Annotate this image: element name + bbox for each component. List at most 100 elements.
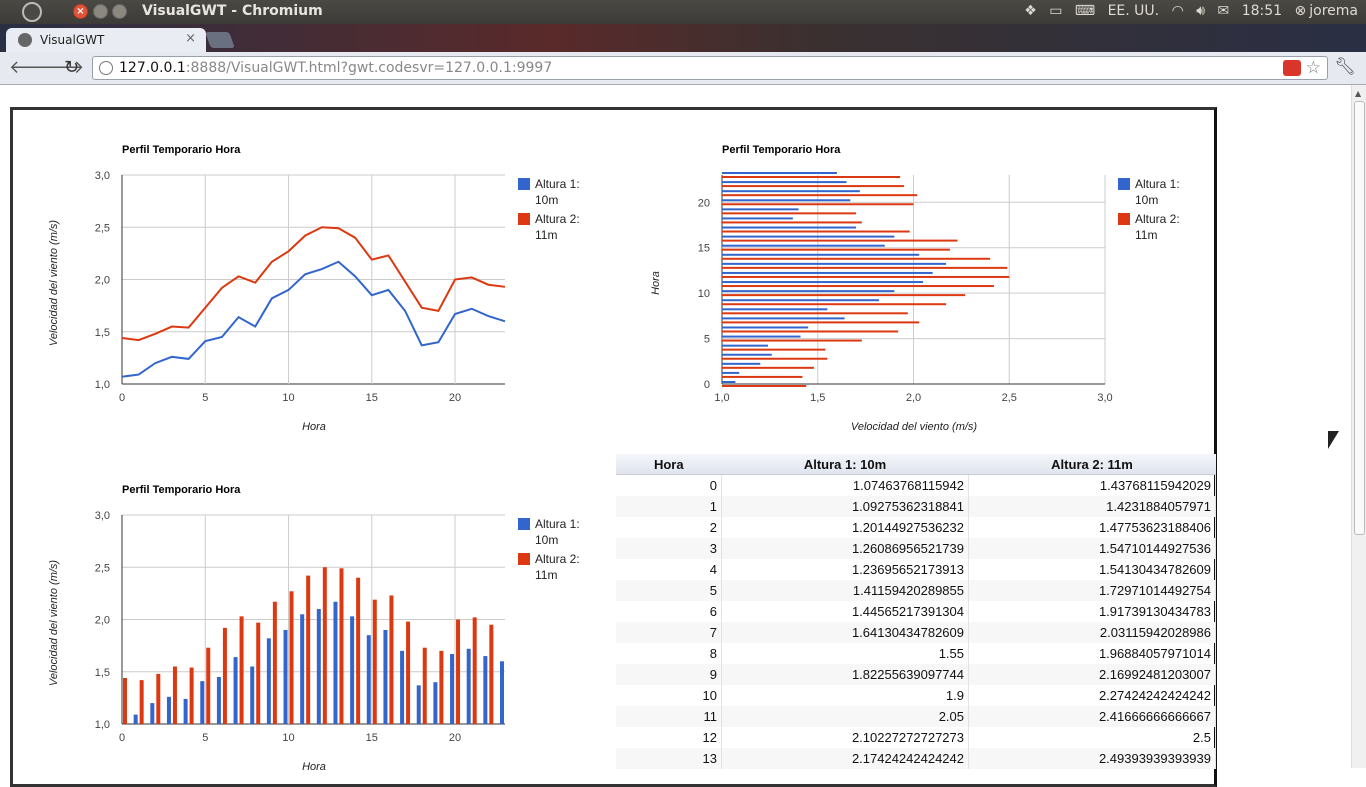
window-close-button[interactable]: ×	[73, 4, 88, 19]
table-row[interactable]: 10 1.9 2.27424242424242	[616, 685, 1216, 706]
bookmark-star-icon[interactable]: ☆	[1305, 58, 1321, 78]
table-row[interactable]: 0 1.07463768115942 1.43768115942029	[616, 474, 1216, 496]
bar-series-2	[322, 567, 327, 724]
mouse-cursor-icon	[1328, 431, 1339, 449]
bar-series-2	[123, 678, 127, 724]
window-title: VisualGWT - Chromium	[142, 3, 323, 19]
column-header-hora[interactable]: Hora	[616, 454, 722, 475]
reload-icon[interactable]: ↻	[64, 57, 80, 78]
x-tick-label: 1,5	[810, 392, 825, 404]
table-cell: 1.23695652173913	[721, 559, 969, 580]
table-cell: 1.43768115942029	[968, 474, 1216, 496]
table-row[interactable]: 8 1.55 1.96884057971014	[616, 643, 1216, 664]
bar-series-1	[233, 657, 238, 724]
bar-series-1	[383, 629, 388, 724]
bar-series-1	[366, 635, 371, 724]
table-row[interactable]: 1 1.09275362318841 1.4231884057971	[616, 496, 1216, 517]
table-cell: 1.55	[721, 643, 969, 664]
keyboard-icon[interactable]: ⌨	[1074, 3, 1096, 19]
bar-series-2	[439, 650, 444, 724]
bar-series-2	[222, 627, 227, 724]
table-row[interactable]: 11 2.05 2.41666666666667	[616, 706, 1216, 727]
volume-icon[interactable]: 🔊︎	[1196, 3, 1206, 19]
column-header-altura-2[interactable]: Altura 2: 11m	[968, 454, 1216, 475]
tab-label: VisualGWT	[40, 33, 105, 47]
column-header-altura-1[interactable]: Altura 1: 10m	[721, 454, 969, 475]
table-row[interactable]: 9 1.82255639097744 2.16992481203007	[616, 664, 1216, 685]
table-cell: 2.49393939393939	[968, 748, 1216, 769]
ubuntu-logo-icon[interactable]	[22, 2, 42, 22]
forward-arrow-icon[interactable]: 🡒	[36, 57, 85, 78]
tab-visualgwt[interactable]: VisualGWT ×	[6, 28, 206, 52]
table-row[interactable]: 13 2.17424242424242 2.49393939393939	[616, 748, 1216, 769]
bar-series-2	[722, 221, 862, 224]
dropbox-icon[interactable]: ❖	[1024, 3, 1037, 19]
address-bar[interactable]: 127.0.0.1:8888/VisualGWT.html?gwt.codesv…	[92, 56, 1328, 80]
x-tick-label: 5	[202, 392, 208, 404]
wifi-icon[interactable]: ◠	[1171, 3, 1184, 19]
table-row[interactable]: 4 1.23695652173913 1.54130434782609	[616, 559, 1216, 580]
legend-swatch-2	[518, 553, 530, 565]
back-arrow-icon[interactable]: 🡐	[9, 57, 58, 78]
user-name[interactable]: jorema	[1309, 3, 1358, 19]
legend-swatch-1	[518, 178, 530, 190]
wrench-menu-icon[interactable]: 🔧︎	[1334, 57, 1356, 77]
bar-series-1	[400, 650, 405, 724]
bar-series-1	[722, 326, 809, 329]
bar-series-2	[156, 673, 161, 724]
table-row[interactable]: 6 1.44565217391304 1.91739130434783	[616, 601, 1216, 622]
x-axis-label: Velocidad del viento (m/s)	[851, 421, 977, 433]
page-scrollbar[interactable]: ▲	[1351, 85, 1366, 768]
tab-close-icon[interactable]: ×	[185, 31, 196, 46]
bar-series-2	[356, 577, 361, 724]
clock[interactable]: 18:51	[1241, 3, 1283, 19]
table-cell: 5	[616, 580, 722, 601]
url-rest: :8888/VisualGWT.html?gwt.codesvr=127.0.0…	[185, 60, 553, 76]
extension-icon[interactable]	[1283, 60, 1301, 76]
tab-strip: VisualGWT ×	[0, 24, 1366, 52]
table-cell: 1.09275362318841	[721, 496, 969, 517]
bar-series-1	[722, 344, 768, 347]
keyboard-layout[interactable]: EE. UU.	[1107, 3, 1160, 19]
y-tick-label: 2,5	[95, 222, 110, 234]
legend-swatch-1	[1118, 178, 1130, 190]
browser-toolbar: 🡐 🡒 ↻ 127.0.0.1:8888/VisualGWT.html?gwt.…	[0, 52, 1366, 85]
y-tick-label: 2,0	[95, 615, 110, 627]
y-tick-label: 3,0	[95, 170, 110, 182]
bar-series-1	[722, 317, 845, 320]
y-tick-label: 3,0	[95, 510, 110, 522]
window-minimize-button[interactable]	[93, 4, 108, 19]
line-chart: Perfil Temporario Hora Velocidad del vie…	[48, 144, 580, 433]
window-maximize-button[interactable]	[112, 4, 127, 19]
bar-series-1	[466, 648, 471, 724]
table-row[interactable]: 12 2.10227272727273 2.5	[616, 727, 1216, 748]
bar-series-2	[406, 621, 411, 724]
bar-series-2	[722, 185, 904, 188]
legend-label-1b: 10m	[535, 533, 558, 547]
legend-label-2b: 11m	[1135, 228, 1157, 242]
table-row[interactable]: 3 1.26086956521739 1.54710144927536	[616, 538, 1216, 559]
bar-series-2	[722, 285, 994, 288]
bar-series-1	[450, 653, 455, 724]
display-icon[interactable]: ▭	[1049, 3, 1063, 19]
mail-icon[interactable]: ✉	[1217, 3, 1230, 19]
table-cell: 1.96884057971014	[968, 643, 1216, 664]
address-url[interactable]: 127.0.0.1:8888/VisualGWT.html?gwt.codesv…	[119, 60, 552, 76]
bar-series-2	[722, 230, 910, 233]
scroll-thumb[interactable]	[1354, 101, 1365, 535]
table-row[interactable]: 2 1.20144927536232 1.47753623188406	[616, 517, 1216, 538]
y-tick-label: 15	[698, 243, 710, 255]
bar-series-2	[722, 357, 828, 360]
table-cell: 2	[616, 517, 722, 538]
table-row[interactable]: 7 1.64130434782609 2.03115942028986	[616, 622, 1216, 643]
y-axis-label: Hora	[650, 271, 662, 295]
table-cell: 1.72971014492754	[968, 580, 1216, 601]
bar-series-2	[139, 680, 144, 724]
new-tab-button[interactable]	[205, 32, 235, 48]
user-icon[interactable]: ⊗	[1294, 3, 1307, 19]
x-tick-label: 15	[366, 732, 378, 744]
legend-label-1b: 10m	[1135, 193, 1158, 207]
scroll-up-arrow-icon[interactable]: ▲	[1355, 89, 1362, 98]
table-row[interactable]: 5 1.41159420289855 1.72971014492754	[616, 580, 1216, 601]
bar-series-2	[456, 619, 461, 724]
